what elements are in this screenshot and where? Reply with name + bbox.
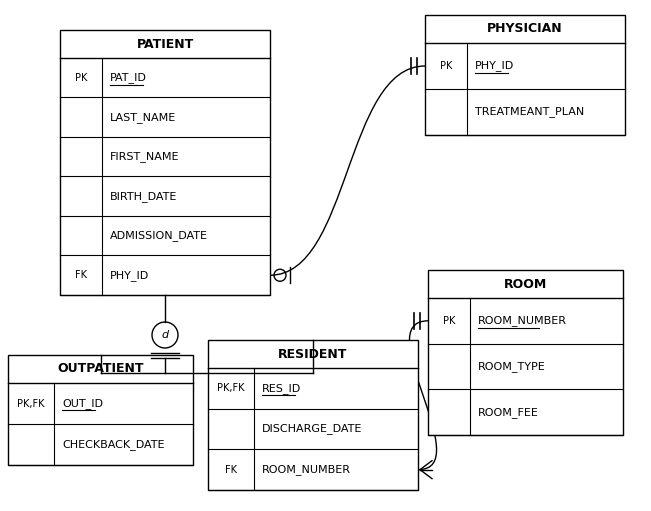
Text: CHECKBACK_DATE: CHECKBACK_DATE xyxy=(62,439,165,450)
Text: PATIENT: PATIENT xyxy=(136,37,193,51)
Bar xyxy=(428,270,623,435)
Text: ADMISSION_DATE: ADMISSION_DATE xyxy=(110,230,208,241)
Bar xyxy=(425,15,625,135)
Bar xyxy=(208,340,418,490)
Text: FIRST_NAME: FIRST_NAME xyxy=(110,151,180,162)
Text: TREATMEANT_PLAN: TREATMEANT_PLAN xyxy=(475,107,584,118)
Text: d: d xyxy=(161,330,169,340)
Text: OUT_ID: OUT_ID xyxy=(62,398,103,409)
Text: ROOM_FEE: ROOM_FEE xyxy=(478,407,539,417)
Text: ROOM: ROOM xyxy=(504,277,547,290)
Text: FK: FK xyxy=(225,464,237,475)
Text: ROOM_NUMBER: ROOM_NUMBER xyxy=(478,315,567,327)
Text: LAST_NAME: LAST_NAME xyxy=(110,112,176,123)
Text: PK: PK xyxy=(75,73,87,83)
Text: PHY_ID: PHY_ID xyxy=(110,270,149,281)
Text: PAT_ID: PAT_ID xyxy=(110,72,147,83)
Text: PK: PK xyxy=(443,316,455,326)
Text: BIRTH_DATE: BIRTH_DATE xyxy=(110,191,177,202)
Text: PK,FK: PK,FK xyxy=(17,399,45,408)
Text: ROOM_TYPE: ROOM_TYPE xyxy=(478,361,546,372)
Text: RES_ID: RES_ID xyxy=(262,383,301,394)
Text: DISCHARGE_DATE: DISCHARGE_DATE xyxy=(262,424,363,434)
Text: PHY_ID: PHY_ID xyxy=(475,60,514,72)
Text: PHYSICIAN: PHYSICIAN xyxy=(487,22,563,35)
Bar xyxy=(60,30,270,295)
Text: RESIDENT: RESIDENT xyxy=(279,347,348,360)
Bar xyxy=(8,355,193,465)
Text: PK,FK: PK,FK xyxy=(217,383,245,393)
Text: FK: FK xyxy=(75,270,87,280)
Text: PK: PK xyxy=(440,61,452,71)
Text: OUTPATIENT: OUTPATIENT xyxy=(57,362,144,376)
Text: ROOM_NUMBER: ROOM_NUMBER xyxy=(262,464,351,475)
